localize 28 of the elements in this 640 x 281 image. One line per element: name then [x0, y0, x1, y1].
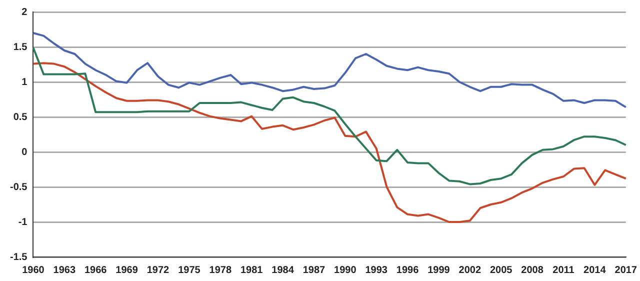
- x-tick-label: 1960: [22, 264, 45, 276]
- x-tick-label: 1972: [146, 264, 170, 276]
- x-tick-label: 1987: [302, 264, 326, 276]
- x-tick-label: 1981: [240, 264, 264, 276]
- x-tick-label: 2002: [458, 264, 482, 276]
- y-tick-label: 1: [22, 76, 28, 88]
- x-tick-label: 2005: [490, 264, 513, 276]
- y-tick-label: 2: [22, 6, 28, 18]
- x-tick-label: 2011: [552, 264, 575, 276]
- x-tick-label: 2014: [584, 264, 606, 276]
- y-tick-label: -1: [18, 216, 28, 228]
- y-tick-label: 1.5: [13, 42, 28, 53]
- x-tick-label: 2008: [521, 264, 544, 276]
- x-tick-label: 1996: [396, 264, 420, 276]
- x-tick-label: 1984: [272, 264, 294, 276]
- x-tick-label: 1969: [116, 264, 138, 276]
- y-tick-label: 0: [22, 146, 28, 158]
- x-tick-label: 1990: [334, 264, 357, 276]
- x-tick-label: 2017: [614, 264, 638, 276]
- y-tick-label: -0.5: [10, 182, 28, 193]
- x-tick-label: 1978: [209, 264, 232, 276]
- x-tick-label: 1966: [84, 264, 108, 276]
- x-tick-label: 1975: [178, 264, 201, 276]
- x-tick-label: 1963: [53, 264, 76, 276]
- x-tick-label: 1993: [365, 264, 388, 276]
- y-tick-label: -1.5: [10, 252, 28, 263]
- x-tick-label: 1999: [428, 264, 450, 276]
- y-tick-label: 0.5: [13, 112, 28, 123]
